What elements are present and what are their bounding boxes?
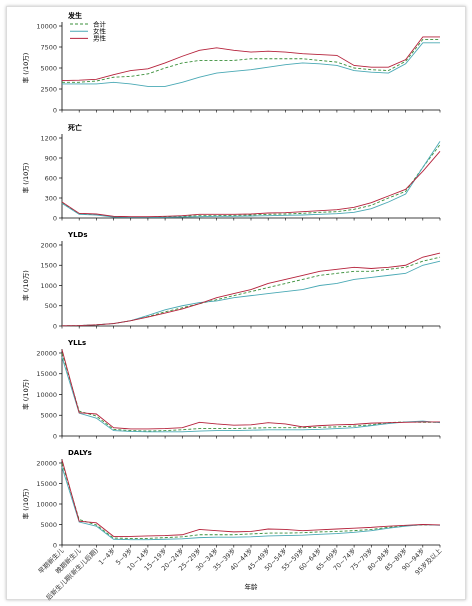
y-tick-label-1-3: 900: [45, 154, 57, 162]
series-line-4-0: [61, 462, 440, 539]
series-line-3-2: [61, 349, 440, 430]
y-tick-label-3-0: 0: [53, 432, 57, 440]
series-line-1-1: [61, 141, 441, 218]
y-tick-label-0-2: 5000: [40, 64, 57, 72]
figure-frame: [6, 6, 466, 600]
y-tick-label-0-4: 10000: [36, 22, 57, 30]
series-line-2-1: [61, 260, 441, 327]
series-line-2-2: [61, 252, 441, 327]
series-line-3-1: [61, 357, 441, 433]
y-axis-label-4: 率 (/10万): [21, 489, 30, 520]
series-line-4-2: [61, 459, 441, 537]
y-tick-label-3-3: 15000: [36, 370, 57, 378]
y-tick-label-2-0: 0: [53, 322, 57, 330]
y-axis-label-3: 率 (/10万): [21, 379, 30, 410]
y-axis-label-1: 率 (/10万): [21, 163, 30, 194]
y-tick-label-4-1: 5000: [40, 521, 57, 529]
panel-title-0: 发生: [67, 11, 82, 20]
y-tick-label-2-2: 1000: [40, 282, 57, 290]
series-line-1-0: [61, 144, 441, 218]
series-line-0-2: [61, 36, 440, 82]
y-tick-label-4-3: 15000: [36, 480, 57, 488]
y-tick-label-3-4: 20000: [36, 349, 57, 357]
x-axis-title: 年龄: [245, 582, 259, 591]
legend-label-0: 合计: [93, 19, 107, 28]
y-tick-label-0-0: 0: [53, 106, 57, 114]
panel-title-1: 死亡: [67, 123, 82, 132]
y-tick-label-2-4: 2000: [40, 241, 57, 249]
panel-title-3: YLLs: [67, 339, 86, 347]
legend-label-1: 女性: [93, 27, 107, 36]
series-line-4-1: [61, 466, 441, 541]
panel-title-2: YLDs: [67, 231, 88, 239]
y-tick-label-0-1: 2500: [40, 85, 57, 93]
y-tick-label-3-1: 5000: [40, 412, 57, 420]
series-line-0-0: [62, 38, 440, 83]
y-axis-label-0: 率 (/10万): [21, 53, 30, 84]
y-axis-label-2: 率 (/10万): [21, 270, 30, 301]
y-tick-label-1-1: 300: [45, 194, 57, 202]
y-tick-label-2-1: 500: [45, 302, 57, 310]
y-tick-label-4-2: 10000: [36, 500, 57, 508]
panel-title-4: DALYs: [68, 449, 92, 457]
y-tick-label-1-4: 1200: [40, 134, 57, 142]
series-line-1-2: [61, 151, 441, 218]
y-tick-label-0-3: 7500: [40, 43, 57, 51]
legend-label-2: 男性: [93, 34, 107, 43]
y-tick-label-4-0: 0: [53, 541, 57, 549]
y-tick-label-2-3: 1500: [40, 262, 57, 270]
series-line-0-1: [62, 42, 440, 87]
y-tick-label-1-0: 0: [53, 214, 57, 222]
x-tick-label-3: 1~4岁: [96, 546, 117, 567]
series-line-2-0: [61, 256, 441, 327]
y-tick-label-3-2: 10000: [36, 391, 57, 399]
y-tick-label-4-4: 20000: [36, 459, 57, 467]
y-tick-label-1-2: 600: [45, 174, 57, 182]
series-line-3-0: [61, 352, 440, 432]
